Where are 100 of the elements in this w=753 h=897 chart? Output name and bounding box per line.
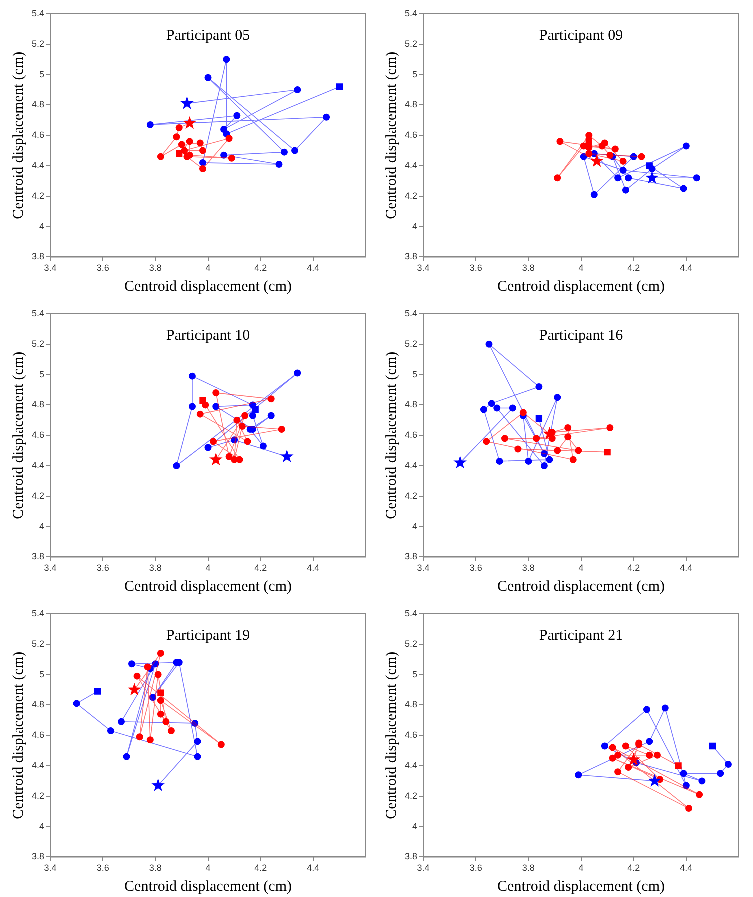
y-tick-label: 4.6: [404, 130, 418, 140]
x-tick-label: 3.4: [44, 263, 57, 274]
y-tick-label: 4.4: [32, 160, 45, 170]
y-tick-label: 3.8: [404, 852, 418, 862]
x-tick-label: 3.8: [149, 263, 162, 274]
x-tick-label: 3.6: [470, 263, 482, 274]
y-tick-label: 4.2: [32, 790, 45, 801]
y-tick-label: 4.4: [404, 160, 418, 170]
x-tick-label: 3.8: [149, 563, 162, 574]
x-axis-title: Centroid displacement (cm): [498, 578, 665, 595]
y-tick-label: 4.2: [404, 190, 418, 201]
y-tick-label: 5: [412, 369, 418, 380]
y-axis-title: Centroid displacement (cm): [10, 652, 27, 820]
y-tick-label: 5: [39, 669, 45, 680]
x-tick-label: 4.4: [680, 263, 693, 274]
y-axis-title: Centroid displacement (cm): [384, 352, 400, 520]
x-tick-label: 3.8: [522, 563, 535, 574]
x-tick-label: 3.4: [417, 863, 430, 874]
y-tick-label: 4: [412, 521, 418, 532]
y-tick-label: 5.2: [404, 38, 418, 49]
y-tick-label: 5: [412, 669, 418, 680]
x-tick-label: 3.8: [149, 863, 162, 874]
y-tick-label: 4: [39, 521, 45, 532]
y-tick-label: 3.8: [404, 552, 418, 562]
y-tick-label: 4: [412, 221, 418, 232]
y-tick-label: 4.6: [404, 730, 418, 740]
y-axis-title: Centroid displacement (cm): [384, 652, 400, 820]
y-tick-label: 5.4: [404, 608, 418, 618]
y-tick-label: 4.8: [32, 100, 45, 110]
y-tick-label: 4.8: [404, 700, 418, 710]
y-axis-title: Centroid displacement (cm): [384, 52, 400, 220]
y-tick-label: 4.4: [404, 460, 418, 470]
x-tick-label: 4: [578, 263, 584, 274]
x-axis-title: Centroid displacement (cm): [124, 578, 292, 595]
x-tick-label: 3.6: [96, 863, 110, 874]
x-tick-label: 3.4: [44, 863, 57, 874]
text: Participant 10: [166, 328, 250, 344]
x-tick-label: 3.6: [470, 563, 482, 574]
y-tick-label: 4.4: [404, 760, 418, 770]
text: Participant 16: [539, 328, 624, 344]
y-tick-label: 4.2: [404, 490, 418, 501]
text: Participant 19: [166, 628, 250, 644]
x-tick-label: 4: [206, 263, 211, 274]
y-tick-label: 5.4: [32, 8, 45, 18]
y-tick-label: 4.2: [32, 190, 45, 201]
y-tick-label: 4.6: [32, 430, 45, 440]
x-tick-label: 4: [206, 863, 211, 874]
x-axis-title: Centroid displacement (cm): [124, 278, 292, 295]
text: Participant 05: [166, 28, 250, 44]
y-tick-label: 5.2: [32, 638, 45, 649]
x-tick-label: 4: [578, 563, 584, 574]
x-tick-label: 3.4: [44, 563, 57, 574]
y-tick-label: 5.4: [404, 308, 418, 318]
y-tick-label: 4.8: [32, 700, 45, 710]
x-tick-label: 4.4: [680, 863, 693, 874]
y-tick-label: 4.2: [32, 490, 45, 501]
y-tick-label: 4: [39, 221, 45, 232]
x-tick-label: 4.4: [307, 263, 320, 274]
y-tick-label: 4.4: [32, 760, 45, 770]
x-tick-label: 3.6: [96, 263, 110, 274]
y-tick-label: 3.8: [404, 252, 418, 262]
x-axis-title: Centroid displacement (cm): [498, 278, 665, 295]
x-tick-label: 4.2: [254, 563, 268, 574]
y-tick-label: 5.4: [32, 308, 45, 318]
x-tick-label: 4.2: [628, 863, 640, 874]
y-tick-label: 4.2: [404, 790, 418, 801]
x-tick-label: 4.4: [680, 563, 693, 574]
x-axis-title: Centroid displacement (cm): [498, 878, 665, 895]
y-tick-label: 4.6: [32, 730, 45, 740]
x-tick-label: 3.6: [470, 863, 482, 874]
x-tick-label: 3.6: [96, 563, 110, 574]
y-tick-label: 3.8: [32, 852, 45, 862]
y-tick-label: 4: [412, 821, 418, 832]
y-tick-label: 4.6: [404, 430, 418, 440]
y-tick-label: 5.4: [32, 608, 45, 618]
x-tick-label: 4.4: [307, 563, 320, 574]
y-tick-label: 4.8: [404, 100, 418, 110]
y-tick-label: 3.8: [32, 252, 45, 262]
text: Participant 09: [539, 28, 624, 44]
x-tick-label: 4: [578, 863, 584, 874]
y-tick-label: 4.8: [404, 400, 418, 410]
x-tick-label: 3.4: [417, 263, 430, 274]
x-tick-label: 4: [206, 563, 211, 574]
y-axis-title: Centroid displacement (cm): [10, 352, 27, 520]
text: Participant 21: [539, 628, 624, 644]
x-tick-label: 4.2: [254, 263, 268, 274]
y-tick-label: 4.4: [32, 460, 45, 470]
y-axis-title: Centroid displacement (cm): [10, 52, 27, 220]
y-tick-label: 5.2: [32, 338, 45, 349]
x-tick-label: 3.8: [522, 863, 535, 874]
y-tick-label: 4.6: [32, 130, 45, 140]
y-tick-label: 5.2: [404, 638, 418, 649]
x-tick-label: 3.8: [522, 263, 535, 274]
y-tick-label: 5: [39, 69, 45, 80]
y-tick-label: 5.4: [404, 8, 418, 18]
y-tick-label: 5: [39, 369, 45, 380]
y-tick-label: 5.2: [404, 338, 418, 349]
y-tick-label: 4: [39, 821, 45, 832]
x-tick-label: 4.2: [628, 263, 640, 274]
y-tick-label: 5.2: [32, 38, 45, 49]
